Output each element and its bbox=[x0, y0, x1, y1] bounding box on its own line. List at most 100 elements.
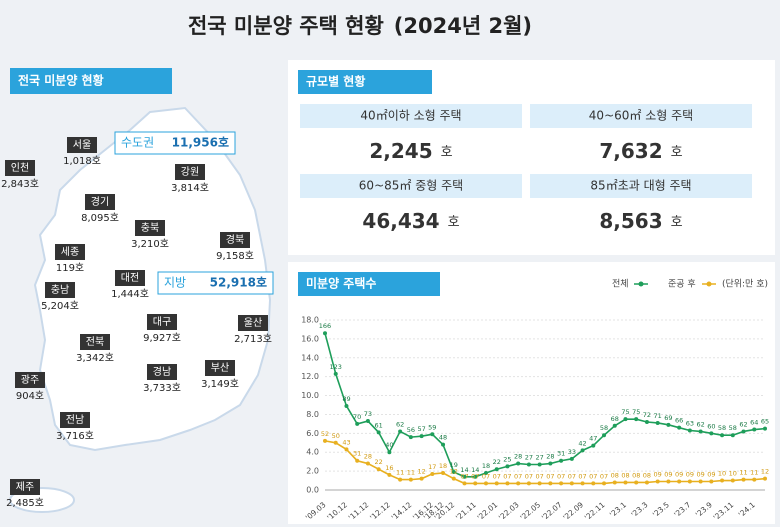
region-value: 1,018호 bbox=[63, 155, 101, 167]
data-point bbox=[398, 429, 403, 434]
data-label: 58 bbox=[600, 424, 608, 432]
data-label: 17 bbox=[428, 463, 436, 471]
region-value: 904호 bbox=[16, 390, 44, 402]
region-label-bg bbox=[175, 164, 205, 180]
data-label: 72 bbox=[643, 411, 651, 419]
data-point bbox=[644, 420, 649, 424]
data-point bbox=[505, 464, 510, 469]
data-point bbox=[365, 419, 370, 424]
data-point bbox=[559, 481, 564, 486]
size-label-bg bbox=[300, 104, 522, 128]
data-point bbox=[548, 481, 553, 486]
size-unit: 호 bbox=[448, 215, 460, 230]
data-label: 07 bbox=[460, 472, 468, 480]
data-point bbox=[623, 480, 628, 485]
map-header-bg bbox=[10, 68, 172, 94]
summary-name: 수도권 bbox=[121, 136, 154, 150]
data-label: 12 bbox=[450, 468, 458, 476]
data-label: 10 bbox=[718, 470, 726, 478]
data-point bbox=[612, 423, 617, 428]
size-unit: 호 bbox=[441, 145, 453, 160]
data-point bbox=[644, 480, 649, 485]
data-label: 11 bbox=[407, 469, 415, 477]
data-label: 73 bbox=[364, 410, 372, 418]
data-label: 07 bbox=[482, 472, 490, 480]
data-label: 07 bbox=[568, 472, 576, 480]
data-point bbox=[634, 480, 639, 485]
y-tick-label: 10.0 bbox=[301, 391, 319, 400]
data-point bbox=[365, 461, 370, 466]
data-point bbox=[655, 479, 660, 484]
data-label: 33 bbox=[568, 448, 576, 456]
data-label: 28 bbox=[364, 453, 372, 461]
size-value: 8,563 bbox=[599, 209, 662, 233]
data-point bbox=[408, 477, 413, 482]
region-name: 서울 bbox=[73, 139, 91, 151]
size-table: 40㎡이하 소형 주택 2,245 호 40~60㎡ 소형 주택 7,632 호 60~85… bbox=[300, 104, 752, 233]
data-point bbox=[698, 479, 703, 484]
data-point bbox=[387, 472, 392, 477]
region-value: 9,927호 bbox=[143, 332, 181, 344]
data-label: 68 bbox=[611, 415, 619, 423]
data-label: 14 bbox=[471, 466, 479, 474]
data-point bbox=[569, 481, 574, 486]
region-value: 3,149호 bbox=[201, 378, 239, 390]
y-tick-label: 2.0 bbox=[306, 467, 319, 476]
data-point bbox=[355, 421, 360, 426]
data-point bbox=[655, 420, 660, 425]
data-point bbox=[666, 422, 671, 427]
data-point bbox=[709, 431, 714, 436]
region-name: 광주 bbox=[21, 374, 39, 386]
data-point bbox=[752, 477, 757, 482]
data-label: 59 bbox=[428, 423, 436, 431]
region-value: 3,716호 bbox=[56, 430, 94, 442]
data-label: 64 bbox=[750, 419, 758, 427]
size-header: 규모별 현황 bbox=[306, 74, 365, 89]
data-label: 07 bbox=[471, 472, 479, 480]
legend-label: 전체 bbox=[612, 279, 629, 290]
data-point bbox=[666, 479, 671, 484]
y-tick-label: 16.0 bbox=[301, 334, 319, 343]
data-label: 58 bbox=[718, 424, 726, 432]
region-value: 3,814호 bbox=[171, 182, 209, 194]
data-label: 11 bbox=[739, 469, 747, 477]
data-label: 07 bbox=[493, 472, 501, 480]
data-point bbox=[451, 476, 456, 481]
data-point bbox=[376, 430, 381, 435]
region-label-bg bbox=[220, 232, 250, 248]
summary-value: 11,956호 bbox=[172, 136, 229, 150]
region-label-bg bbox=[5, 160, 35, 176]
size-header-bg bbox=[298, 70, 432, 94]
data-point bbox=[548, 461, 553, 466]
data-label: 31 bbox=[353, 450, 361, 458]
region-name: 경남 bbox=[153, 365, 171, 378]
region-value: 3,733호 bbox=[143, 382, 181, 394]
data-label: 27 bbox=[525, 454, 533, 462]
region-value: 3,342호 bbox=[76, 352, 114, 364]
data-point bbox=[441, 442, 446, 447]
data-label: 28 bbox=[546, 453, 554, 461]
data-point bbox=[323, 331, 327, 336]
data-point bbox=[430, 432, 435, 437]
data-point bbox=[462, 474, 467, 479]
data-point bbox=[741, 429, 746, 434]
data-label: 123 bbox=[330, 363, 342, 371]
size-value-text: 8,563 호 bbox=[599, 209, 682, 233]
data-label: 07 bbox=[535, 472, 543, 480]
data-label: 11 bbox=[750, 469, 758, 477]
data-label: 19 bbox=[450, 461, 458, 469]
region-label-bg bbox=[205, 360, 235, 376]
y-tick-label: 0.0 bbox=[306, 486, 319, 495]
y-tick-label: 18.0 bbox=[301, 316, 319, 325]
region-name: 대구 bbox=[153, 316, 171, 328]
data-point bbox=[505, 481, 510, 486]
data-point bbox=[634, 417, 639, 422]
size-label-bg bbox=[530, 104, 752, 128]
data-label: 22 bbox=[493, 458, 501, 466]
data-label: 47 bbox=[589, 435, 597, 443]
data-point bbox=[537, 481, 542, 486]
data-point bbox=[559, 458, 564, 463]
data-label: 07 bbox=[503, 472, 511, 480]
y-tick-label: 12.0 bbox=[301, 372, 319, 381]
